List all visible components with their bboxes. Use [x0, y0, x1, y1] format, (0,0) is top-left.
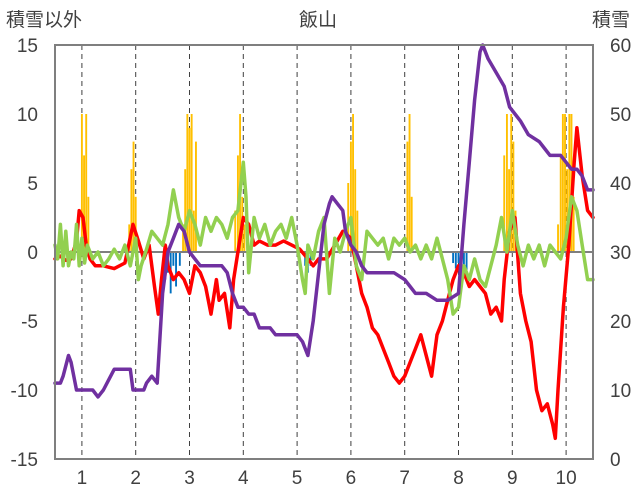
- x-tick-label: 9: [507, 468, 518, 489]
- chart-bar: [462, 252, 465, 266]
- x-tick-label: 7: [399, 468, 410, 489]
- chart-bar: [134, 196, 137, 252]
- right-tick-label: 0: [610, 450, 621, 471]
- x-tick-label: 3: [184, 468, 195, 489]
- chart-bar: [175, 252, 177, 287]
- chart-bar: [195, 141, 197, 252]
- chart-bar: [457, 252, 460, 264]
- chart-bar: [184, 169, 187, 252]
- left-tick-label: 10: [17, 105, 38, 126]
- left-axis-title: 積雪以外: [6, 9, 82, 31]
- chart-bar: [130, 169, 133, 252]
- right-tick-label: 30: [610, 243, 631, 264]
- chart-bar: [406, 141, 409, 252]
- chart-bar: [349, 141, 352, 252]
- chart-bar: [80, 114, 83, 252]
- right-tick-label: 60: [610, 36, 631, 57]
- chart-bar: [188, 127, 191, 252]
- chart-bar: [354, 169, 357, 252]
- chart-bar: [512, 141, 515, 252]
- chart-bar: [304, 252, 307, 266]
- x-tick-label: 6: [346, 468, 357, 489]
- chart-bar: [356, 210, 359, 252]
- left-tick-label: -10: [11, 381, 38, 402]
- chart-bar: [85, 114, 88, 252]
- right-axis-title: 積雪: [592, 9, 630, 31]
- chart-bar: [561, 114, 564, 252]
- x-tick-label: 10: [556, 468, 577, 489]
- plot-border: [54, 44, 594, 460]
- left-tick-label: 15: [17, 36, 38, 57]
- chart-bar: [182, 224, 184, 252]
- chart-bar: [186, 114, 189, 252]
- x-tick-label: 1: [77, 468, 88, 489]
- chart-bar: [557, 224, 559, 252]
- left-tick-label: 0: [27, 243, 38, 264]
- chart-bar: [452, 252, 455, 264]
- chart-bar: [132, 141, 135, 252]
- x-tick-label: 5: [292, 468, 303, 489]
- chart-bar: [510, 114, 513, 252]
- series-line-2: [53, 160, 595, 316]
- chart-bar: [564, 114, 566, 252]
- left-tick-label: 5: [27, 174, 38, 195]
- right-tick-label: 40: [610, 174, 631, 195]
- chart-bar: [568, 114, 571, 252]
- chart-bar: [572, 196, 575, 252]
- chart-bar: [243, 224, 246, 252]
- chart-bar: [192, 210, 195, 252]
- chart-bar: [410, 196, 413, 252]
- chart-bar: [505, 114, 508, 252]
- right-tick-label: 10: [610, 381, 631, 402]
- x-tick-label: 8: [453, 468, 464, 489]
- left-tick-label: -15: [11, 450, 38, 471]
- chart-bar: [83, 155, 85, 252]
- chart-bar: [172, 252, 175, 266]
- left-tick-label: -5: [21, 312, 38, 333]
- chart-bar: [508, 169, 511, 252]
- chart-bar: [408, 114, 411, 252]
- chart-bar: [347, 183, 350, 252]
- chart-bar: [465, 252, 468, 270]
- right-tick-label: 20: [610, 312, 631, 333]
- chart-bar: [178, 252, 181, 266]
- chart-bar: [190, 114, 193, 252]
- chart-bar: [87, 196, 90, 252]
- chart-title: 飯山: [299, 9, 337, 31]
- chart-bar: [234, 210, 237, 252]
- chart-bar: [352, 114, 354, 252]
- chart-bar: [309, 252, 312, 266]
- x-tick-label: 2: [130, 468, 141, 489]
- x-tick-label: 4: [238, 468, 249, 489]
- chart-bar: [503, 155, 506, 252]
- chart-bar: [566, 169, 569, 252]
- series-line-3: [53, 43, 595, 399]
- chart-bar: [559, 155, 562, 252]
- right-tick-label: 50: [610, 105, 631, 126]
- chart-bar: [454, 252, 457, 269]
